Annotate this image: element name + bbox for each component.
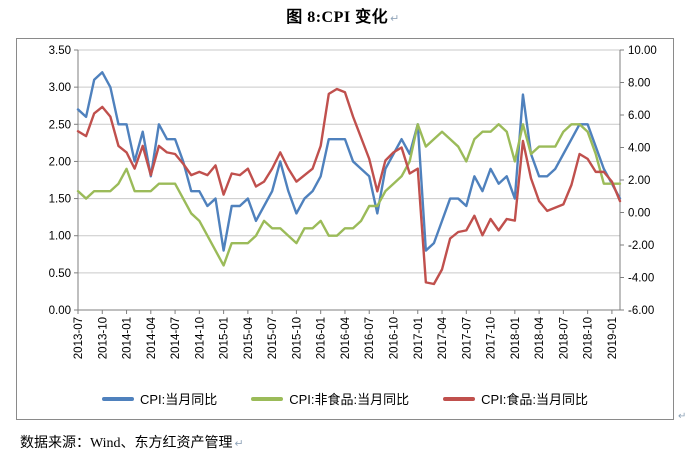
right-axis-tick-label: 6.00 (628, 110, 650, 122)
right-axis-tick-label: 4.00 (628, 143, 650, 155)
x-axis-tick-label: 2015-07 (267, 317, 279, 359)
right-axis-tick-label: 0.00 (628, 208, 650, 220)
food-line-swatch-icon (443, 396, 476, 401)
x-axis-tick-label: 2016-07 (364, 317, 376, 359)
legend-item-food: CPI:食品:当月同比 (443, 389, 588, 408)
cpi-line-chart: 3.50 3.00 2.50 2.00 1.50 1.00 0.50 0.00 10.00 8.0… (49, 45, 657, 359)
series-line-2 (76, 87, 622, 286)
legend-item-nonfood: CPI:非食品:当月同比 (251, 389, 409, 408)
x-axis-tick-label: 2015-10 (291, 317, 303, 359)
data-source-text: 数据来源：Wind、东方红资产管理 (20, 436, 233, 451)
x-axis-tick-label: 2014-04 (146, 316, 158, 359)
chart-title-text: 图 8:CPI 变化 (286, 9, 389, 26)
left-axis-tick-label: 1.00 (49, 231, 71, 243)
left-axis-tick-label: 3.00 (49, 82, 71, 94)
x-axis-tick-label: 2017-10 (486, 317, 498, 359)
x-axis-tick-label: 2013-10 (97, 317, 109, 359)
left-axis-tick-label: 1.50 (49, 194, 71, 206)
right-axis-tick-label: -2.00 (628, 240, 654, 252)
right-axis-tick-label: 2.00 (628, 175, 650, 187)
right-axis-tick-label: -4.00 (628, 273, 654, 285)
series-line-1 (76, 123, 622, 267)
paragraph-return-icon: ↵ (234, 438, 244, 450)
x-axis-tick-label: 2015-01 (219, 317, 231, 359)
x-axis-tick-label: 2015-04 (243, 316, 255, 359)
legend-label-food: CPI:食品:当月同比 (481, 392, 589, 407)
chart-legend: CPI:当月同比 CPI:非食品:当月同比 CPI:食品:当月同比 (17, 389, 673, 408)
x-axis-tick-label: 2014-01 (122, 317, 134, 359)
chart-frame: 3.50 3.00 2.50 2.00 1.50 1.00 0.50 0.00 10.00 8.0… (16, 38, 674, 420)
x-axis-tick-label: 2018-10 (583, 317, 595, 359)
x-axis-tick-label: 2013-07 (73, 317, 85, 359)
cell-end-mark-icon: ↵ (678, 411, 686, 422)
right-axis-tick-label: -6.00 (628, 305, 654, 317)
x-axis-tick-label: 2016-01 (316, 317, 328, 359)
chart-title: 图 8:CPI 变化 ↵ (0, 3, 686, 27)
legend-item-cpi: CPI:当月同比 (101, 389, 218, 408)
right-axis-tick-label: 8.00 (628, 78, 650, 90)
x-axis-tick-label: 2018-07 (558, 317, 570, 359)
x-axis-tick-label: 2014-07 (170, 317, 182, 359)
data-source-note: 数据来源：Wind、东方红资产管理 ↵ (20, 432, 244, 452)
x-axis-tick-label: 2017-07 (461, 317, 473, 359)
left-axis-tick-label: 0.50 (49, 268, 71, 280)
left-axis-tick-label: 0.00 (49, 305, 71, 317)
left-axis-tick-label: 2.50 (49, 119, 71, 131)
x-axis-tick-label: 2016-10 (388, 317, 400, 359)
paragraph-return-icon: ↵ (390, 13, 400, 25)
right-axis-tick-label: 10.00 (628, 45, 657, 57)
x-axis-tick-label: 2017-04 (437, 316, 449, 359)
legend-label-nonfood: CPI:非食品:当月同比 (289, 392, 410, 407)
x-axis-tick-label: 2018-04 (534, 316, 546, 359)
x-axis-tick-label: 2014-10 (194, 317, 206, 359)
series-line-0 (76, 71, 622, 252)
cpi-line-swatch-icon (101, 396, 134, 401)
left-axis-tick-label: 3.50 (49, 45, 71, 57)
x-axis-tick-label: 2019-01 (607, 317, 619, 359)
x-axis-tick-label: 2016-04 (340, 316, 352, 359)
x-axis-tick-label: 2018-01 (510, 317, 522, 359)
nonfood-line-swatch-icon (251, 396, 284, 401)
x-axis-tick-label: 2017-01 (413, 317, 425, 359)
left-axis-tick-label: 2.00 (49, 156, 71, 168)
legend-label-cpi: CPI:当月同比 (139, 392, 218, 407)
